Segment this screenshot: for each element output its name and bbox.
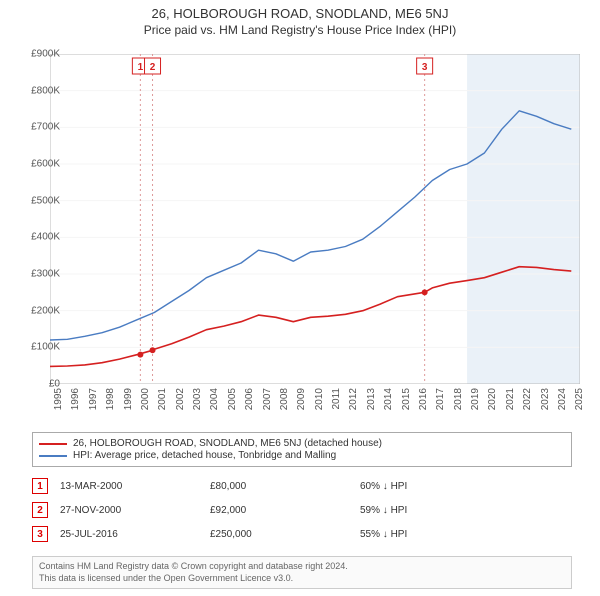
y-tick-label: £800K (10, 85, 60, 96)
x-tick-label: 2011 (331, 388, 342, 410)
x-tick-label: 2013 (366, 388, 377, 410)
x-tick-label: 2017 (435, 388, 446, 410)
y-tick-label: £300K (10, 269, 60, 280)
footer-line-2: This data is licensed under the Open Gov… (39, 573, 565, 585)
x-tick-label: 2021 (505, 388, 516, 410)
y-tick-label: £600K (10, 159, 60, 170)
x-tick-label: 2005 (227, 388, 238, 410)
x-tick-label: 1999 (123, 388, 134, 410)
legend-item: HPI: Average price, detached house, Tonb… (39, 450, 565, 461)
legend-label: HPI: Average price, detached house, Tonb… (73, 450, 336, 461)
x-tick-label: 2008 (279, 388, 290, 410)
chart-container: { "title": "26, HOLBOROUGH ROAD, SNODLAN… (0, 6, 600, 596)
marker-row: 2 27-NOV-2000£92,00059% ↓ HPI (32, 498, 572, 522)
x-tick-label: 2018 (453, 388, 464, 410)
footer-line-1: Contains HM Land Registry data © Crown c… (39, 561, 565, 573)
x-tick-label: 2009 (296, 388, 307, 410)
legend-label: 26, HOLBOROUGH ROAD, SNODLAND, ME6 5NJ (… (73, 438, 382, 449)
y-tick-label: £900K (10, 49, 60, 60)
marker-price: £92,000 (210, 505, 360, 516)
y-tick-label: £500K (10, 195, 60, 206)
y-tick-label: £400K (10, 232, 60, 243)
x-tick-label: 1996 (70, 388, 81, 410)
x-tick-label: 2025 (574, 388, 585, 410)
marker-delta: 59% ↓ HPI (360, 505, 510, 516)
svg-text:3: 3 (422, 62, 428, 73)
x-tick-label: 2019 (470, 388, 481, 410)
chart-title: 26, HOLBOROUGH ROAD, SNODLAND, ME6 5NJ (0, 6, 600, 21)
x-tick-label: 2003 (192, 388, 203, 410)
x-tick-label: 2001 (157, 388, 168, 410)
marker-delta: 60% ↓ HPI (360, 481, 510, 492)
y-tick-label: £200K (10, 305, 60, 316)
svg-text:2: 2 (150, 62, 156, 73)
marker-badge: 2 (32, 502, 48, 518)
markers-table: 1 13-MAR-2000£80,00060% ↓ HPI 2 27-NOV-2000… (32, 474, 572, 546)
marker-delta: 55% ↓ HPI (360, 529, 510, 540)
x-tick-label: 2024 (557, 388, 568, 410)
marker-badge: 1 (32, 478, 48, 494)
chart-area: 12 3 (50, 54, 580, 384)
x-tick-label: 2007 (262, 388, 273, 410)
x-tick-label: 2022 (522, 388, 533, 410)
marker-date: 27-NOV-2000 (60, 505, 210, 516)
x-tick-label: 2014 (383, 388, 394, 410)
svg-text:1: 1 (138, 62, 144, 73)
footer-attribution: Contains HM Land Registry data © Crown c… (32, 556, 572, 589)
marker-row: 3 25-JUL-2016£250,00055% ↓ HPI (32, 522, 572, 546)
y-tick-label: £100K (10, 342, 60, 353)
marker-date: 13-MAR-2000 (60, 481, 210, 492)
marker-date: 25-JUL-2016 (60, 529, 210, 540)
x-tick-label: 2004 (209, 388, 220, 410)
y-tick-label: £700K (10, 122, 60, 133)
x-tick-label: 1997 (88, 388, 99, 410)
x-tick-label: 2006 (244, 388, 255, 410)
chart-subtitle: Price paid vs. HM Land Registry's House … (0, 23, 600, 37)
x-tick-label: 2015 (401, 388, 412, 410)
x-tick-label: 2000 (140, 388, 151, 410)
x-tick-label: 2010 (314, 388, 325, 410)
marker-badge: 3 (32, 526, 48, 542)
marker-price: £250,000 (210, 529, 360, 540)
chart-svg: 12 3 (50, 54, 580, 384)
x-tick-label: 1995 (53, 388, 64, 410)
x-tick-label: 1998 (105, 388, 116, 410)
x-tick-label: 2012 (348, 388, 359, 410)
x-tick-label: 2023 (540, 388, 551, 410)
x-tick-label: 2020 (487, 388, 498, 410)
legend-swatch (39, 443, 67, 445)
x-tick-label: 2016 (418, 388, 429, 410)
marker-price: £80,000 (210, 481, 360, 492)
x-tick-label: 2002 (175, 388, 186, 410)
marker-row: 1 13-MAR-2000£80,00060% ↓ HPI (32, 474, 572, 498)
legend-item: 26, HOLBOROUGH ROAD, SNODLAND, ME6 5NJ (… (39, 438, 565, 449)
legend: 26, HOLBOROUGH ROAD, SNODLAND, ME6 5NJ (… (32, 432, 572, 467)
legend-swatch (39, 455, 67, 457)
